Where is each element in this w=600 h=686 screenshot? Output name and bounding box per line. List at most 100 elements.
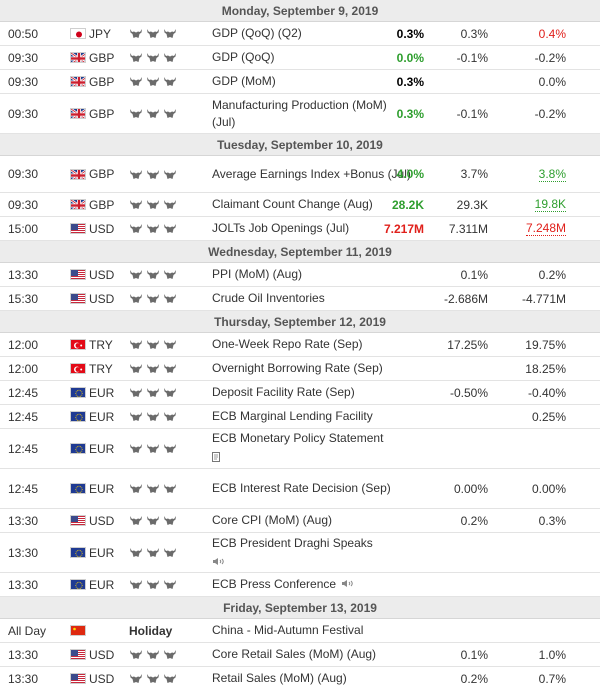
- previous-value: 3.8%: [490, 156, 566, 192]
- country-flag-cell: [70, 381, 86, 404]
- event-row[interactable]: 09:30 GBP Average Earnings Index +Bonus …: [0, 156, 600, 193]
- event-time: 13:30: [8, 267, 39, 282]
- event-row[interactable]: 09:30 GBP GDP (QoQ) 0.0% -0.1% -0.2%: [0, 46, 600, 70]
- event-row[interactable]: 12:45 EUR ECB Marginal Lending Facility 0.…: [0, 405, 600, 429]
- event-row[interactable]: 13:30 USD PPI (MoM) (Aug) 0.1% 0.2%: [0, 263, 600, 287]
- event-name[interactable]: Deposit Facility Rate (Sep): [212, 385, 355, 399]
- event-row[interactable]: All Day Holiday China - Mid-Autumn Festiva…: [0, 619, 600, 643]
- event-name[interactable]: China - Mid-Autumn Festival: [212, 623, 364, 637]
- event-name[interactable]: GDP (MoM): [212, 74, 276, 88]
- actual-value: 28.2K: [391, 197, 424, 212]
- event-row[interactable]: 13:30 EUR ECB Press Conference: [0, 573, 600, 597]
- previous-value: 0.00%: [490, 469, 566, 508]
- importance-cell: [129, 70, 201, 93]
- event-name[interactable]: GDP (QoQ): [212, 50, 275, 64]
- forecast-value: 0.1%: [460, 267, 488, 282]
- event-time: 12:45: [8, 409, 39, 424]
- importance-cell: [129, 357, 201, 380]
- day-header: Thursday, September 12, 2019: [0, 311, 600, 333]
- event-name[interactable]: ECB Monetary Policy Statement: [212, 431, 384, 445]
- event-name[interactable]: JOLTs Job Openings (Jul): [212, 221, 350, 235]
- event-name[interactable]: Core Retail Sales (MoM) (Aug): [212, 647, 377, 661]
- bull-icon: [146, 108, 160, 119]
- document-icon[interactable]: [212, 450, 221, 467]
- event-row[interactable]: 12:00 TRY One-Week Repo Rate (Sep) 17.25%…: [0, 333, 600, 357]
- bull-icon: [163, 411, 177, 422]
- previous-value: [490, 533, 566, 572]
- event-name[interactable]: Crude Oil Inventories: [212, 291, 325, 305]
- event-name[interactable]: Manufacturing Production (MoM) (Jul): [212, 97, 387, 129]
- importance-icons: [129, 443, 177, 454]
- country-flag-cell: [70, 70, 86, 93]
- flag-us-icon: [70, 673, 86, 684]
- bull-icon: [163, 363, 177, 374]
- flag-eu-icon: [70, 443, 86, 454]
- event-name[interactable]: PPI (MoM) (Aug): [212, 267, 303, 281]
- previous-value: 19.8K: [490, 193, 566, 216]
- event-currency: EUR: [89, 409, 115, 424]
- country-flag-cell: [70, 263, 86, 286]
- event-row[interactable]: 13:30 EUR ECB President Draghi Speaks: [0, 533, 600, 573]
- event-name[interactable]: Average Earnings Index +Bonus (Jul): [212, 166, 411, 181]
- event-time: 13:30: [8, 513, 39, 528]
- previous-value-text: -4.771M: [521, 291, 566, 306]
- previous-value-text: 0.00%: [531, 481, 566, 496]
- importance-icons: [129, 269, 177, 280]
- event-row[interactable]: 13:30 USD Retail Sales (MoM) (Aug) 0.2% 0.7…: [0, 667, 600, 686]
- speaker-icon[interactable]: [341, 576, 355, 593]
- forecast-value: [420, 405, 488, 428]
- flag-us-icon: [70, 515, 86, 526]
- event-currency: GBP: [89, 50, 115, 65]
- country-flag-cell: [70, 156, 86, 192]
- event-name[interactable]: Claimant Count Change (Aug): [212, 197, 373, 211]
- event-row[interactable]: 00:50 JPY GDP (QoQ) (Q2) 0.3% 0.3% 0.4%: [0, 22, 600, 46]
- event-name[interactable]: Core CPI (MoM) (Aug): [212, 513, 333, 527]
- event-name[interactable]: One-Week Repo Rate (Sep): [212, 337, 363, 351]
- flag-us-icon: [70, 223, 86, 234]
- event-name[interactable]: ECB Interest Rate Decision (Sep): [212, 481, 391, 495]
- importance-cell: [129, 333, 201, 356]
- event-row[interactable]: 09:30 GBP Claimant Count Change (Aug) 28.…: [0, 193, 600, 217]
- flag-gb-icon: [70, 52, 86, 63]
- event-name[interactable]: ECB Marginal Lending Facility: [212, 409, 373, 423]
- event-name[interactable]: GDP (QoQ) (Q2): [212, 26, 302, 40]
- importance-cell: [129, 643, 201, 666]
- flag-eu-icon: [70, 547, 86, 558]
- event-row[interactable]: 13:30 USD Core Retail Sales (MoM) (Aug) 0.…: [0, 643, 600, 667]
- event-row[interactable]: 15:00 USD JOLTs Job Openings (Jul) 7.217M 7…: [0, 217, 600, 241]
- forecast-value: [420, 70, 488, 93]
- speaker-icon[interactable]: [212, 554, 226, 571]
- event-name-cell: GDP (MoM): [212, 70, 412, 93]
- importance-icons: [129, 223, 177, 234]
- event-time: 12:00: [8, 337, 39, 352]
- bull-icon: [163, 169, 177, 180]
- event-time: 09:30: [8, 106, 39, 121]
- bull-icon: [129, 483, 143, 494]
- bull-icon: [129, 673, 143, 684]
- previous-value: 18.25%: [490, 357, 566, 380]
- event-row[interactable]: 12:45 EUR Deposit Facility Rate (Sep) -0.5…: [0, 381, 600, 405]
- event-name[interactable]: Overnight Borrowing Rate (Sep): [212, 361, 383, 375]
- previous-value-text: 0.4%: [538, 26, 566, 41]
- forecast-value: [420, 357, 488, 380]
- event-name-cell: ECB Interest Rate Decision (Sep): [212, 469, 412, 508]
- event-name[interactable]: ECB President Draghi Speaks: [212, 535, 373, 550]
- event-row[interactable]: 15:30 USD Crude Oil Inventories -2.686M -4.…: [0, 287, 600, 311]
- importance-cell: [129, 381, 201, 404]
- event-time: 09:30: [8, 167, 39, 181]
- event-row[interactable]: 09:30 GBP GDP (MoM) 0.3% 0.0%: [0, 70, 600, 94]
- event-currency: EUR: [89, 577, 115, 592]
- forecast-value: 3.7%: [460, 167, 488, 181]
- event-name[interactable]: Retail Sales (MoM) (Aug): [212, 671, 347, 685]
- event-name[interactable]: ECB Press Conference: [212, 577, 337, 591]
- forecast-value: 0.1%: [460, 647, 488, 662]
- flag-us-icon: [70, 293, 86, 304]
- event-row[interactable]: 12:45 EUR ECB Monetary Policy Statement: [0, 429, 600, 469]
- event-name-cell: ECB Marginal Lending Facility: [212, 405, 412, 428]
- event-row[interactable]: 12:00 TRY Overnight Borrowing Rate (Sep)…: [0, 357, 600, 381]
- country-flag-cell: [70, 287, 86, 310]
- event-row[interactable]: 12:45 EUR ECB Interest Rate Decision (Sep…: [0, 469, 600, 509]
- event-row[interactable]: 13:30 USD Core CPI (MoM) (Aug) 0.2% 0.3%: [0, 509, 600, 533]
- event-row[interactable]: 09:30 GBP Manufacturing Production (MoM)…: [0, 94, 600, 134]
- actual-value: [352, 357, 424, 380]
